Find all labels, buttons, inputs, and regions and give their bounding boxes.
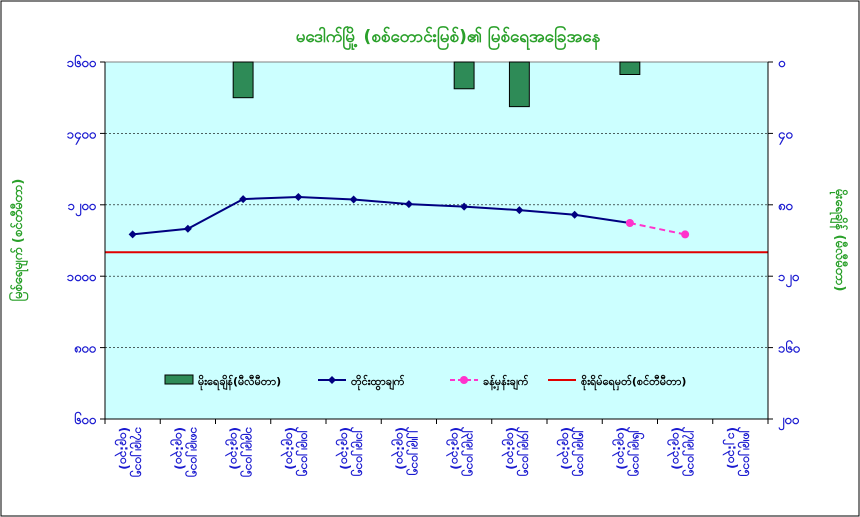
rainfall-bars [232,61,641,108]
x-tick-label-line: ၂၈၊၉၊၂၀၁၅ [736,426,754,477]
water-level-line [128,192,634,239]
rainfall-bar [508,61,530,108]
water-level-point [294,192,303,201]
water-level-series-line [132,195,631,236]
x-tick-label: ၂၃၊၉၊၂၀၁၅(၀၉:၃၀) [445,426,478,477]
right-tick-label: ၂၀၀ [778,413,800,431]
left-tick-label: ၁၂၀၀ [68,199,97,217]
gridlines [105,133,768,348]
forecast-point [681,230,690,239]
water-level-point [239,195,248,204]
x-tick-label-line: ၂၆၊၉၊၂၀၁၅ [626,426,646,477]
right-tick-label: ၈၀ [778,199,793,214]
legend-marker-forecast [460,376,468,384]
left-axis-ticks: ၆၀၀ ၈၀၀ ၁၀၀၀ ၁၂၀၀ ၁၄၀၀ ၁၆၀၀ [67,54,106,428]
x-tick-label: ၂၄၊၉၊၂၀၁၅(၀၉:၃၀) [500,426,533,477]
chart-title: မဒေါက်မြို့ (စစ်တောင်းမြစ်)၏ မြစ်ရေအခြေအ… [296,24,601,51]
right-axis-label: မိုးရေချိန် (မီလီမီတာ) [829,189,849,292]
x-tick-label: ၂၂၊၉၊၂၀၁၅(၀၉:၃၀) [390,426,423,476]
rainfall-bar [619,61,641,75]
x-tick-label-line: ၁၈၊၉၊၂၀၁၅ [184,427,202,478]
x-tick-label: ၂၀၊၉၊၂၀၁၅(၀၉:၃၀) [279,426,312,477]
x-tick-label-line: ၁၇၊၉၊၂၀၁၅ [129,427,147,477]
legend-label: တိုင်းထွာချက် [351,374,405,391]
left-tick-label: ၁၆၀၀ [67,54,97,71]
x-tick-label-line: (၀၉:၃၀) [169,427,187,470]
x-tick-label-line: ၁၉၊၉၊၂၀၁၅ [239,427,257,477]
water-level-point [515,206,524,215]
x-tick-label-line: (၀၉:၃၀) [114,427,132,470]
x-tick-label-line: ၂၄၊၉၊၂၀၁၅ [515,426,533,477]
x-tick-label-line: (၀၉:၃၀) [666,427,684,470]
water-level-point [404,200,413,209]
legend-label: ခန့်မှန်းချက် [483,374,529,391]
rainfall-bar [453,61,475,90]
legend-label: စိုးရိမ်ရေမှတ်(စင်တီမီတာ) [581,374,686,391]
water-level-point [128,230,137,239]
x-tick-label-line: (၀၉:၃၀) [335,427,353,470]
left-tick-label: ၈၀၀ [74,342,97,357]
x-tick-label-line: ၂၇၊၉၊၂၀၁၅ [681,426,699,477]
x-tick-label: ၁၇၊၉၊၂၀၁၅(၀၉:၃၀) [114,427,147,477]
legend-marker-water-level [328,376,336,384]
x-tick-label: ၂၅၊၉၊၂၀၁၅(၀၉:၃၀) [556,426,589,477]
plot-area [104,61,769,420]
water-level-point [460,202,469,211]
x-tick-label: ၂၇၊၉၊၂၀၁၅(၀၉:၃၀) [666,426,699,477]
left-axis-label: မြစ်ရေမျက် (စင်တီမီတာ) [8,179,29,302]
legend-label: မိုးရေချိန်(မီလီမီတာ) [198,374,281,391]
x-tick-label: ၂၁၊၉၊၂၀၁၅(၀၉:၃၀) [335,426,368,477]
x-tick-label-line: ၂၃၊၉၊၂၀၁၅ [460,426,478,477]
x-tick-label-line: ၂၅၊၉၊၂၀၁၅ [571,426,589,477]
x-tick-label-line: (၀၉:၃၀) [390,427,408,470]
x-tick-label-line: (၀၉:၃၀) [500,427,518,470]
left-tick-label: ၁၀၀၀ [67,270,97,285]
x-tick-label: ၁၈၊၉၊၂၀၁၅(၀၉:၃၀) [169,427,202,478]
x-tick-label-line: ၂၀၊၉၊၂၀၁၅ [294,426,312,477]
x-tick-label-line: (၀၉:၃၀) [224,427,242,470]
right-tick-label: ၄၀ [778,127,793,145]
forecast-point [625,219,634,228]
x-tick-label-line: (၀၉:၃၀) [556,427,574,470]
water-level-point [349,195,358,204]
x-tick-label-line: (၀၉:၃၀) [611,427,629,470]
right-tick-label: ၀ [778,56,786,71]
water-level-point [183,224,192,233]
x-tick-label-line: (၀၉:၃၀) [279,427,297,470]
left-tick-label: ၆၀၀ [74,411,97,428]
x-tick-label-line: ၂၂၊၉၊၂၀၁၅ [405,426,423,476]
water-level-point [570,210,579,219]
x-tick-label: ၂၈၊၉၊၂၀၁၅(၁၂:၃၀) [721,426,754,477]
forecast-line [625,219,690,239]
x-axis-ticks: ၁၇၊၉၊၂၀၁၅(၀၉:၃၀) ၁၈၊၉၊၂၀၁၅(၀၉:၃၀) ၁၉၊၉၊၂၀၁… [104,418,769,478]
x-tick-label: ၁၉၊၉၊၂၀၁၅(၀၉:၃၀) [224,427,257,477]
left-tick-label: ၁၄၀၀ [67,127,97,145]
right-tick-label: ၁၂၀ [778,270,800,288]
right-tick-label: ၁၆၀ [778,340,801,357]
legend-swatch-rainfall [164,374,194,385]
x-tick-label-line: (၁၂:၃၀) [721,427,739,469]
x-tick-label-line: (၀၉:၃၀) [445,427,463,470]
x-tick-label-line: ၂၁၊၉၊၂၀၁၅ [350,426,368,477]
rainfall-bar [232,61,254,99]
legend: မိုးရေချိန်(မီလီမီတာ) တိုင်းထွာချက် ခန့်မှ… [164,374,686,391]
x-tick-label: ၂၆၊၉၊၂၀၁၅(၀၉:၃၀) [611,426,646,477]
